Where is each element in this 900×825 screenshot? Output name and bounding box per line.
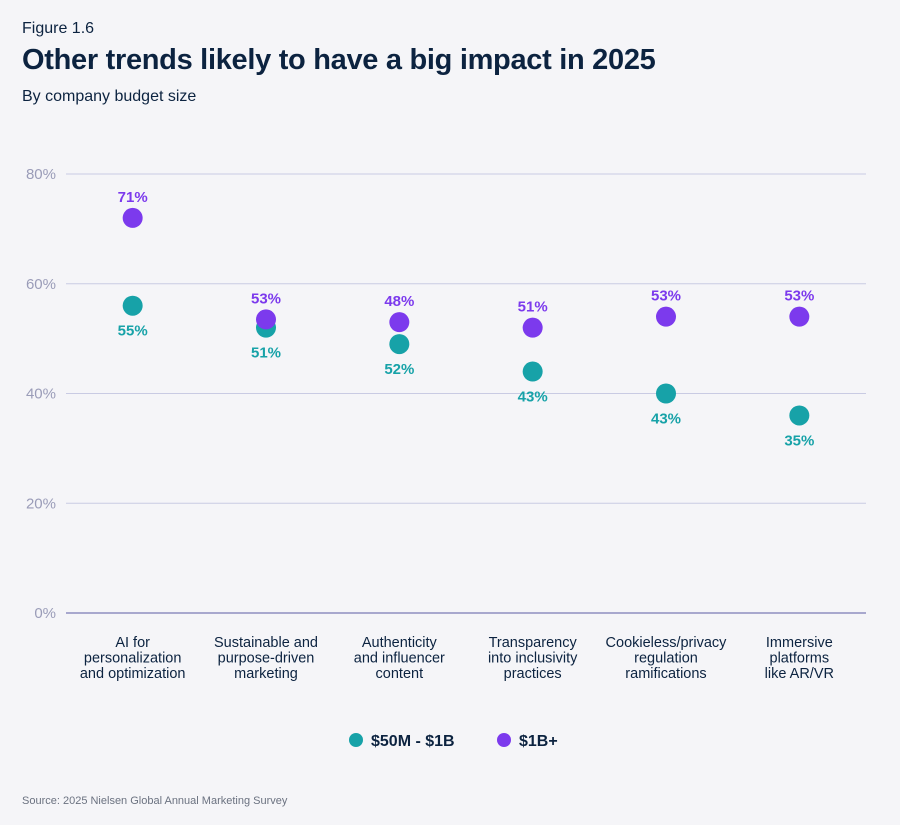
x-tick-label: into inclusivity: [488, 651, 578, 667]
data-label: 53%: [651, 288, 681, 305]
legend-swatch: [349, 733, 363, 747]
data-point-series2: [256, 309, 276, 330]
x-tick-label: platforms: [770, 651, 830, 667]
data-label: 48%: [384, 293, 414, 310]
x-tick-label: marketing: [234, 666, 298, 682]
data-point-series2: [389, 312, 410, 333]
x-tick-label: like AR/VR: [765, 666, 834, 682]
chart-title: Other trends likely to have a big impact…: [22, 44, 656, 76]
source-note: Source: 2025 Nielsen Global Annual Marke…: [22, 795, 288, 807]
x-tick-label: content: [376, 666, 424, 682]
data-label: 43%: [518, 389, 548, 406]
x-tick-label: ramifications: [625, 666, 706, 682]
data-point-series2: [789, 306, 810, 327]
x-tick-label: Authenticity: [362, 635, 438, 651]
data-label: 35%: [784, 432, 814, 449]
x-tick-label: and optimization: [80, 666, 186, 682]
data-point-series2: [522, 317, 543, 338]
x-tick-label: Sustainable and: [214, 635, 318, 651]
x-tick-label: purpose-driven: [218, 651, 315, 667]
y-tick-label: 20%: [26, 495, 56, 512]
x-tick-label: Transparency: [489, 635, 578, 651]
data-point-series2: [122, 207, 143, 228]
y-tick-label: 60%: [26, 276, 56, 293]
x-tick-label: practices: [504, 666, 562, 682]
legend-swatch: [497, 733, 511, 747]
data-label: 55%: [118, 323, 148, 340]
data-point-series1: [522, 361, 543, 382]
data-point-series1: [789, 405, 810, 426]
data-point-series1: [656, 383, 676, 404]
data-label: 51%: [518, 299, 548, 316]
data-label: 53%: [251, 290, 281, 307]
data-label: 43%: [651, 411, 681, 428]
data-point-series1: [389, 334, 410, 355]
y-tick-label: 40%: [26, 386, 56, 403]
data-label: 53%: [784, 288, 814, 305]
y-tick-label: 0%: [34, 605, 56, 622]
x-tick-label: and influencer: [354, 651, 445, 667]
data-label: 71%: [118, 189, 148, 206]
y-tick-label: 80%: [26, 166, 56, 183]
data-label: 51%: [251, 345, 281, 362]
x-tick-label: personalization: [84, 651, 182, 667]
x-tick-label: AI for: [115, 635, 150, 651]
x-tick-label: regulation: [634, 651, 698, 667]
figure-label: Figure 1.6: [22, 20, 95, 37]
x-tick-label: Immersive: [766, 635, 833, 651]
data-point-series2: [656, 306, 676, 327]
x-tick-label: Cookieless/privacy: [606, 635, 728, 651]
data-point-series1: [122, 295, 143, 316]
legend-label: $50M - $1B: [371, 733, 455, 750]
data-label: 52%: [384, 361, 414, 378]
legend-label: $1B+: [519, 733, 558, 750]
chart-subtitle: By company budget size: [22, 88, 197, 105]
